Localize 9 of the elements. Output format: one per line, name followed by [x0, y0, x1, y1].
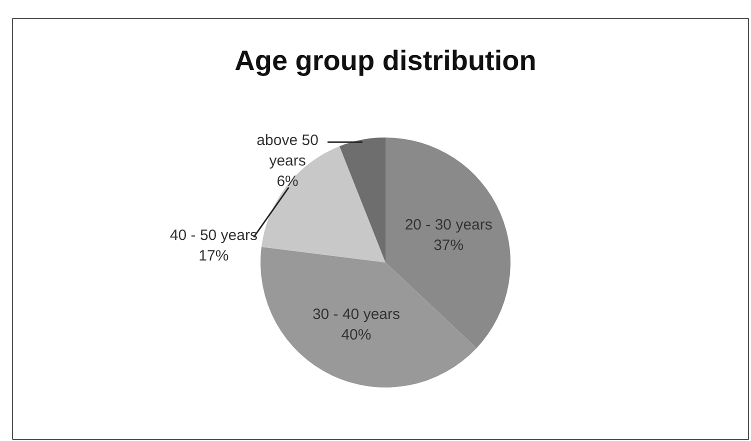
slice-label: 30 - 40 years [312, 306, 400, 324]
slice-label: 40 - 50 years [170, 227, 258, 244]
data-label: 40% [341, 326, 372, 344]
data-label: 6% [276, 172, 298, 190]
slice-label: above 50 years [256, 132, 318, 170]
data-label: 17% [198, 248, 229, 265]
chart-title: Age group distribution [234, 45, 536, 76]
slice-label: 20 - 30 years [404, 216, 492, 234]
data-label: 37% [434, 236, 464, 254]
